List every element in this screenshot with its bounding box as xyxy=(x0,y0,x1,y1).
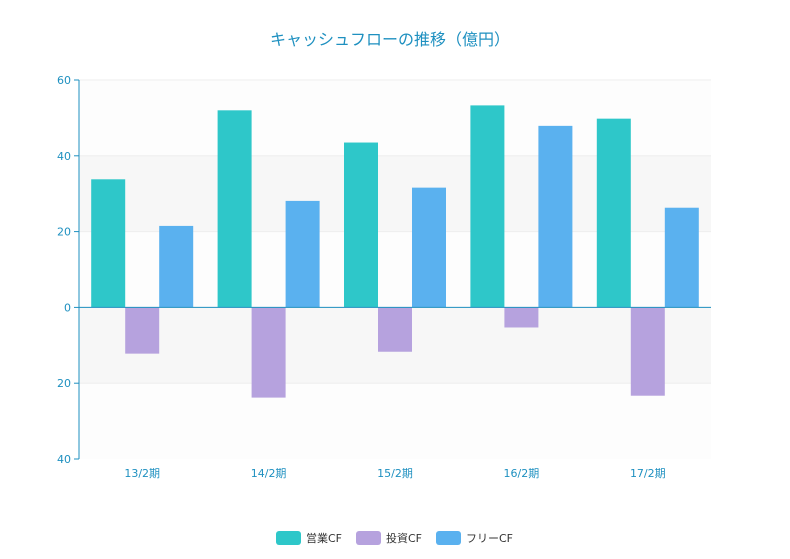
legend-swatch xyxy=(436,531,461,545)
axes-group xyxy=(78,80,711,459)
bar-フリーCF-14/2期[interactable] xyxy=(285,200,320,308)
bar-投資CF-16/2期[interactable] xyxy=(504,307,539,328)
legend-label: フリーCF xyxy=(466,532,513,545)
x-tick-label: 13/2期 xyxy=(124,467,160,480)
bar-営業CF-15/2期[interactable] xyxy=(344,142,378,308)
bar-投資CF-13/2期[interactable] xyxy=(125,307,160,354)
chart-title: キャッシュフローの推移（億円） xyxy=(270,30,510,49)
bar-営業CF-14/2期[interactable] xyxy=(217,110,252,308)
bar-投資CF-15/2期[interactable] xyxy=(378,307,412,352)
x-tick-label: 14/2期 xyxy=(251,467,287,480)
legend-label: 営業CF xyxy=(306,531,342,545)
bar-営業CF-13/2期[interactable] xyxy=(91,179,126,308)
bar-営業CF-17/2期[interactable] xyxy=(596,118,631,308)
x-axis-ticks: 13/2期 14/2期 15/2期 16/2期 17/2期 xyxy=(124,467,665,480)
x-tick-label: 15/2期 xyxy=(377,467,413,480)
legend-swatch xyxy=(276,531,301,545)
legend-item-投資CF[interactable]: 投資CF xyxy=(356,531,422,545)
bar-営業CF-16/2期[interactable] xyxy=(470,105,505,308)
legend-label: 投資CF xyxy=(386,531,422,545)
y-tick-label: 20 xyxy=(57,377,71,390)
bar-フリーCF-15/2期[interactable] xyxy=(412,187,446,308)
y-tick-label: 40 xyxy=(57,150,71,163)
y-tick-label: 60 xyxy=(57,74,71,87)
bars-group xyxy=(91,105,699,398)
bar-フリーCF-16/2期[interactable] xyxy=(538,125,573,308)
legend-item-フリーCF[interactable]: フリーCF xyxy=(436,531,513,545)
x-tick-label: 16/2期 xyxy=(504,467,540,480)
legend-item-営業CF[interactable]: 営業CF xyxy=(276,531,342,545)
legend[interactable]: 営業CF 投資CF フリーCF xyxy=(276,531,513,545)
y-tick-label: 0 xyxy=(64,301,71,314)
bar-フリーCF-17/2期[interactable] xyxy=(664,207,699,308)
y-axis-ticks: 60 40 20 0 20 40 xyxy=(57,74,79,466)
y-tick-label: 40 xyxy=(57,453,71,466)
bar-フリーCF-13/2期[interactable] xyxy=(159,225,194,308)
legend-swatch xyxy=(356,531,381,545)
y-tick-label: 20 xyxy=(57,226,71,239)
plot-band xyxy=(79,383,711,459)
x-tick-label: 17/2期 xyxy=(630,467,666,480)
bar-投資CF-14/2期[interactable] xyxy=(251,307,286,398)
bar-投資CF-17/2期[interactable] xyxy=(630,307,665,396)
